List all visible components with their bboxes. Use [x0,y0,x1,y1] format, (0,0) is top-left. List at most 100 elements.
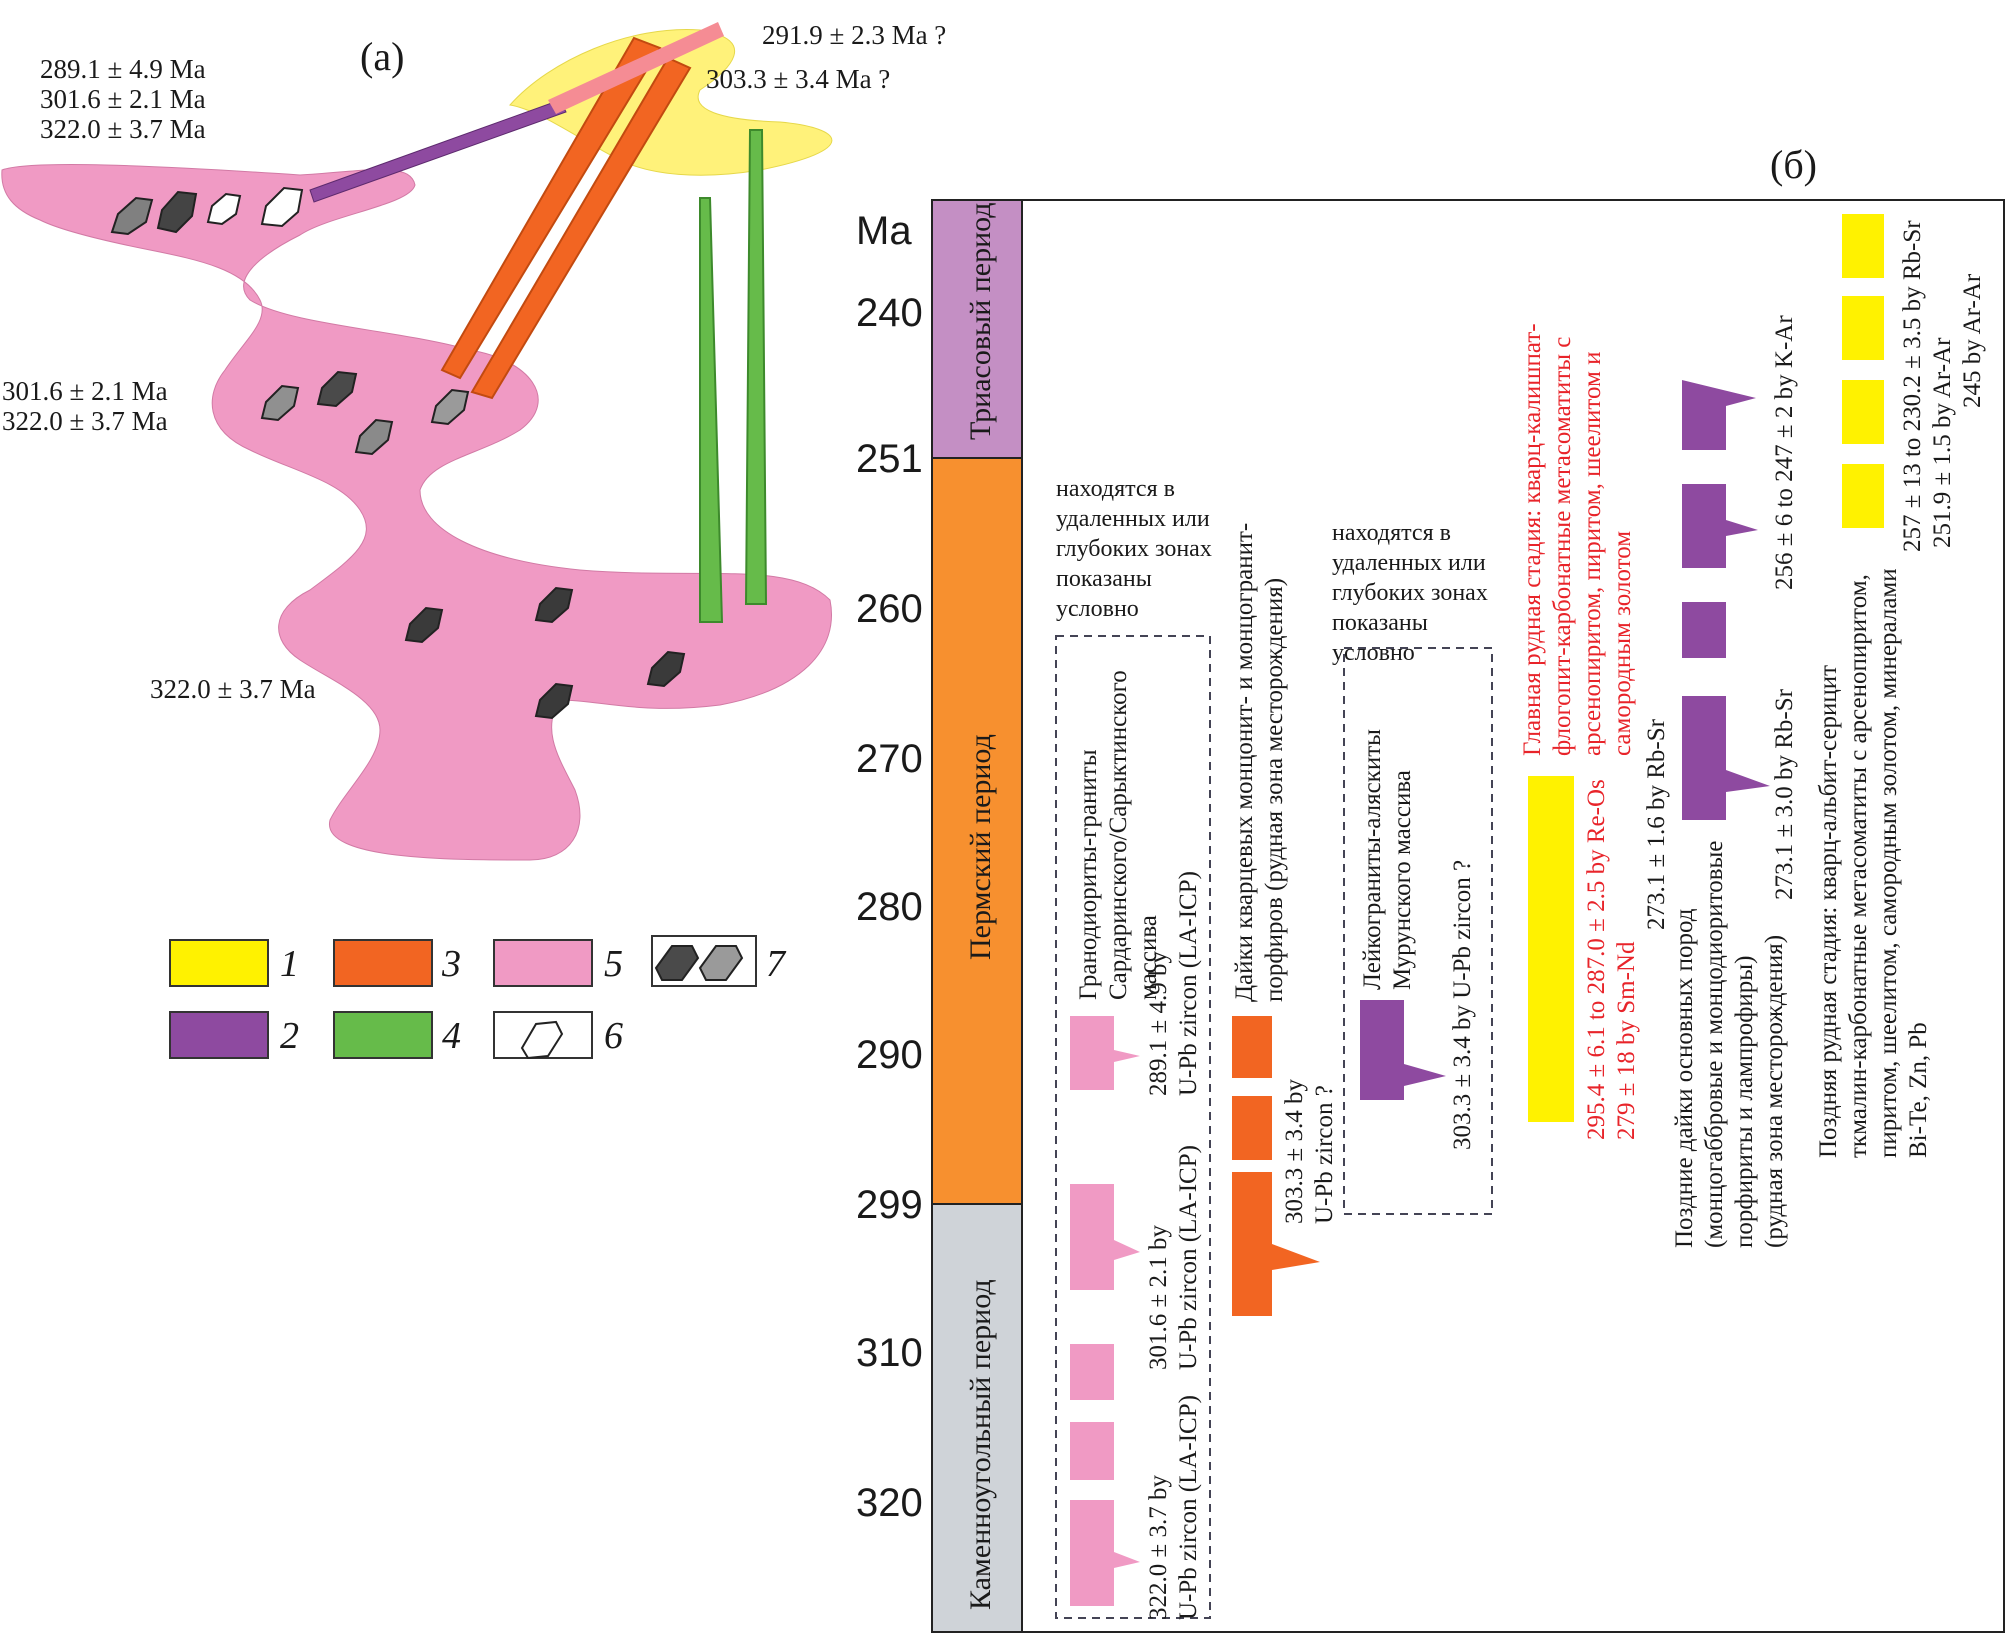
granite-bar-1 [1070,1016,1140,1090]
late-dyke-age-1: 273.1 ± 3.0 by Rb-Sr [1771,688,1798,900]
granite-title: Гранодиориты-граниты Сардаринского/Сарык… [1075,670,1162,1000]
note-mid-line-3: глубоких зонах [1332,580,1488,606]
late-dyke-bar-1 [1682,380,1756,450]
legend-num-4: 4 [442,1015,461,1057]
crystal-dark-5 [534,682,574,720]
late-stage-4: Bi-Te, Zn, Pb [1905,1022,1932,1158]
late-stage-bar-1 [1842,214,1884,278]
dyke-title-1: Дайки кварцевых монцонит- и монцогранит- [1231,523,1258,1002]
age-top-right-2: 303.3 ± 3.4 Ma ? [706,64,890,94]
orange-dyke-1 [440,36,662,380]
legend-crystal-dark [654,945,700,981]
granite-bar-3 [1070,1344,1114,1400]
granite-bar-2 [1070,1184,1140,1290]
granite-age-2: 301.6 ± 2.1 by U-Pb zircon (LA-ICP) [1145,1145,1202,1370]
leuco-title-2: Мурунского массива [1389,770,1416,990]
crystal-gray-4 [430,388,470,426]
legend-swatch-3 [333,939,433,987]
main-age-2: 279 ± 18 by Sm-Nd [1613,941,1640,1140]
main-stage-3: арсенопиритом, пиритом, шеелитом и [1579,352,1606,757]
late-dyke-bar-2 [1682,484,1758,568]
leuco-age: 303.3 ± 3.4 by U-Pb zircon ? [1449,860,1476,1150]
late-stage-age-1: 257 ± 13 to 230.2 ± 3.5 by Rb-Sr [1899,220,1926,552]
age-mid-left-2: 322.0 ± 3.7 Ma [2,406,168,436]
panel-a-label: (a) [360,34,404,79]
crystal-dark [156,190,198,234]
late-stage-age-3: 245 by Ar-Ar [1959,273,1986,408]
late-dykes-1: Поздние дайки основных пород [1671,908,1698,1248]
main-stage-4: самородным золотом [1609,531,1636,756]
legend-swatch-4 [333,1011,433,1059]
dyke-bar-1 [1232,1016,1272,1078]
legend-num-1: 1 [280,943,299,985]
period-triassic [931,199,1023,459]
panel-b: (б) Триасовый период Пермский период Кам… [856,142,2005,1633]
dyke-title-2: порфиров (рудная зона месторождения) [1261,578,1288,1002]
dyke-age: 303.3 ± 3.4 by U-Pb zircon ? [1281,1079,1338,1224]
main-stage-text: Главная рудная стадия: кварц-калишпат- ф… [1519,323,1636,756]
note-mid-line-2: удаленных или [1332,550,1486,576]
crystal-dark-3 [404,606,444,644]
crystal-gray-3 [354,418,394,456]
crystal-white-outline [206,192,242,226]
granite-age-1-a: 289.1 ± 4.9 by [1145,951,1172,1096]
leuco-bar [1360,1000,1446,1100]
panel-a: (a) 289.1 ± 4.9 Ma 301.6 ± 2.1 Ma 322.0 … [1,20,946,1060]
note-left-line-4: показаны [1056,566,1152,592]
orange-dyke-2 [470,56,692,400]
note-mid-line-4: показаны [1332,610,1428,636]
age-top-left-1: 289.1 ± 4.9 Ma [40,54,206,84]
tick-280: 280 [856,885,923,929]
tick-290: 290 [856,1033,923,1077]
crystal-gray [110,196,154,236]
main-ages: 295.4 ± 6.1 to 287.0 ± 2.5 by Re-Os 279 … [1583,718,1670,1140]
late-stage-2: ткмалин-карбонатные метасоматиты с арсен… [1845,574,1872,1158]
note-mid-line-1: находятся в [1332,520,1451,546]
tick-299: 299 [856,1183,923,1227]
age-top-left-3: 322.0 ± 3.7 Ma [40,114,206,144]
granite-title-3: массива [1135,915,1162,1000]
panel-b-label: (б) [1770,142,1817,187]
dyke-age-2: U-Pb zircon ? [1311,1085,1338,1224]
granite-title-1: Гранодиориты-граниты [1075,749,1102,1000]
note-left: находятся в удаленных или глубоких зонах… [1056,476,1212,622]
main-age-3: 273.1 ± 1.6 by Rb-Sr [1643,718,1670,930]
pink-dyke [548,22,724,114]
dyke-age-1: 303.3 ± 3.4 by [1281,1079,1308,1224]
late-dyke-age-2: 256 ± 6 to 247 ± 2 by K-Ar [1771,315,1798,590]
crystal-dark-4 [534,586,574,624]
legend-num-5: 5 [604,943,623,985]
granite-age-1: 289.1 ± 4.9 by U-Pb zircon (LA-ICP) [1145,871,1202,1096]
note-left-line-5: условно [1056,596,1139,622]
late-stage-bar-3 [1842,380,1884,444]
period-permian-label: Пермский период [964,734,997,960]
late-stage-age-2: 251.9 ± 1.5 by Ar-Ar [1929,337,1956,548]
green-dyke-2 [744,129,768,605]
late-dykes-4: (рудная зона месторождения) [1761,935,1788,1248]
crystal-white [260,186,304,228]
note-left-line-1: находятся в [1056,476,1175,502]
late-stage-bars [1842,214,1884,528]
late-stage-text: Поздняя рудная стадия: кварц-альбит-сери… [1815,568,1932,1158]
late-dykes-2: (монцогаббровые и монцодиоритовые [1701,841,1728,1248]
granite-bar-5 [1070,1500,1140,1606]
granite-bar-4 [1070,1422,1114,1480]
note-left-line-2: удаленных или [1056,506,1210,532]
legend-swatch-5 [493,939,593,987]
dyke-bars [1232,1016,1320,1316]
legend-crystal-gray [698,945,744,981]
crystal-gray-2 [260,384,300,422]
legend-num-3: 3 [441,943,461,985]
legend-crystal-white [520,1020,564,1060]
legend-swatch-2 [169,1011,269,1059]
crystal-dark-2 [316,370,358,408]
period-triassic-label: Триасовый период [964,202,997,440]
dyke-title: Дайки кварцевых монцонит- и монцогранит-… [1231,523,1288,1002]
late-dykes-text: Поздние дайки основных пород (монцогаббр… [1671,841,1788,1248]
granite-age-3-b: U-Pb zircon (LA-ICP) [1175,1395,1202,1620]
axis-label: Ma [856,209,912,253]
green-dyke-1 [699,197,724,623]
tick-240: 240 [856,291,923,335]
legend-num-2: 2 [280,1015,299,1057]
late-dyke-bar-4 [1682,696,1770,820]
